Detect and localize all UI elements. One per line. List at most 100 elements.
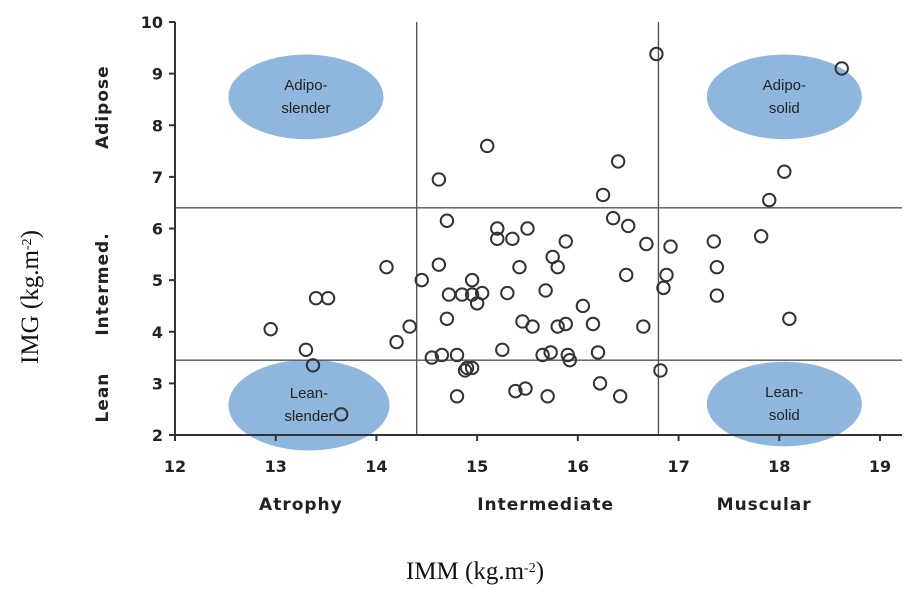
- x-axis-title-sup: -2: [524, 561, 536, 576]
- data-point-32: [505, 231, 520, 247]
- data-points: [263, 46, 849, 422]
- data-point-56: [610, 154, 626, 169]
- data-point-40: [538, 283, 553, 298]
- data-point-10: [424, 350, 440, 365]
- y-tick-label-7: 7: [152, 168, 163, 187]
- data-point-74: [834, 61, 849, 76]
- data-point-61: [639, 236, 654, 252]
- axes: 2 3 4 5 6 7 8 9 10 12 13 14 15 16 17 18 19 Atrophy Interme…: [93, 13, 902, 515]
- data-point-62: [649, 46, 664, 62]
- data-point-1: [298, 342, 314, 358]
- data-point-38: [525, 319, 540, 334]
- data-point-53: [592, 376, 608, 391]
- x-category-label-2: Muscular: [717, 495, 812, 515]
- x-tick-label-13: 13: [265, 457, 287, 476]
- data-point-42: [543, 345, 558, 360]
- data-point-29: [490, 221, 505, 236]
- y-category-label-1: Intermed.: [93, 232, 113, 335]
- x-tick-label-14: 14: [365, 457, 387, 476]
- y-tick-label-5: 5: [152, 271, 163, 290]
- data-point-12: [431, 172, 447, 187]
- region-label-line1-1: Adipo-: [763, 77, 806, 94]
- y-axis-title: IMG (kg.m-2): [17, 230, 44, 364]
- data-point-46: [558, 234, 573, 249]
- data-point-73: [782, 311, 797, 327]
- data-point-15: [439, 213, 455, 228]
- region-label-line2-3: solid: [769, 407, 800, 424]
- x-axis-title: IMM (kg.m-2): [406, 558, 544, 585]
- data-point-11: [431, 257, 447, 272]
- data-point-71: [762, 192, 777, 208]
- data-point-9: [414, 272, 429, 288]
- region-label-line2-2: slender: [284, 408, 333, 425]
- x-tick-label-18: 18: [768, 457, 790, 476]
- region-label-line2-0: slender: [281, 100, 330, 117]
- data-point-50: [575, 298, 591, 314]
- data-point-0: [263, 321, 278, 337]
- data-point-27: [480, 138, 495, 154]
- data-point-54: [595, 187, 611, 203]
- region-label-line1-0: Adipo-: [284, 77, 327, 94]
- data-point-17: [449, 389, 465, 404]
- y-category-label-0: Lean: [93, 373, 113, 423]
- data-point-44: [550, 319, 565, 334]
- data-point-64: [656, 280, 671, 296]
- data-point-31: [500, 285, 515, 301]
- region-label-line1-3: Lean-: [765, 384, 803, 401]
- data-point-41: [540, 389, 555, 404]
- data-point-33: [508, 383, 523, 399]
- data-point-30: [495, 342, 510, 358]
- data-point-7: [389, 334, 404, 350]
- x-tick-label-16: 16: [567, 457, 589, 476]
- region-label-line1-2: Lean-: [290, 385, 328, 402]
- x-tick-label-12: 12: [164, 457, 186, 476]
- data-point-21: [459, 360, 475, 376]
- data-point-66: [663, 239, 678, 254]
- data-point-68: [709, 260, 725, 275]
- data-point-37: [520, 221, 535, 236]
- y-tick-label-6: 6: [152, 220, 163, 239]
- data-point-36: [518, 381, 533, 396]
- data-point-34: [512, 260, 527, 275]
- data-point-58: [619, 267, 634, 283]
- data-point-4: [320, 290, 336, 306]
- region-ellipse-3: [706, 361, 862, 447]
- y-axis-title-main: IMG (kg.m: [17, 250, 44, 364]
- data-point-28: [490, 231, 505, 247]
- data-point-57: [612, 389, 628, 404]
- y-tick-label-2: 2: [152, 426, 163, 445]
- data-point-24: [464, 360, 480, 376]
- x-tick-label-15: 15: [466, 457, 488, 476]
- region-ellipse-0: [228, 54, 384, 140]
- data-point-49: [562, 352, 577, 368]
- data-point-65: [659, 267, 674, 283]
- data-point-13: [434, 347, 450, 363]
- region-label-line2-1: solid: [769, 100, 800, 117]
- data-point-45: [550, 260, 565, 275]
- data-point-55: [605, 210, 621, 226]
- data-point-6: [379, 260, 394, 275]
- data-point-63: [653, 363, 668, 378]
- data-point-51: [585, 316, 601, 332]
- x-axis-title-main: IMM (kg.m: [406, 558, 525, 585]
- y-axis-title-end: ): [17, 230, 44, 238]
- data-point-5: [333, 407, 349, 422]
- data-point-72: [777, 164, 792, 179]
- y-tick-label-3: 3: [152, 374, 163, 393]
- y-tick-label-4: 4: [152, 323, 163, 342]
- region-layer: [228, 54, 862, 451]
- y-tick-label-9: 9: [152, 65, 163, 84]
- y-tick-label-8: 8: [152, 116, 163, 135]
- x-tick-label-19: 19: [869, 457, 891, 476]
- x-category-label-0: Atrophy: [259, 495, 343, 515]
- data-point-20: [457, 363, 473, 378]
- data-point-23: [464, 272, 480, 288]
- x-axis-title-end: ): [536, 558, 544, 585]
- data-point-14: [439, 311, 455, 327]
- y-axis-title-sup: -2: [20, 238, 35, 250]
- x-tick-label-17: 17: [667, 457, 689, 476]
- data-point-52: [590, 345, 606, 360]
- data-point-2: [305, 358, 321, 373]
- region-labels: Adipo-slender Adipo-solid Lean-slender Lean…: [281, 77, 806, 425]
